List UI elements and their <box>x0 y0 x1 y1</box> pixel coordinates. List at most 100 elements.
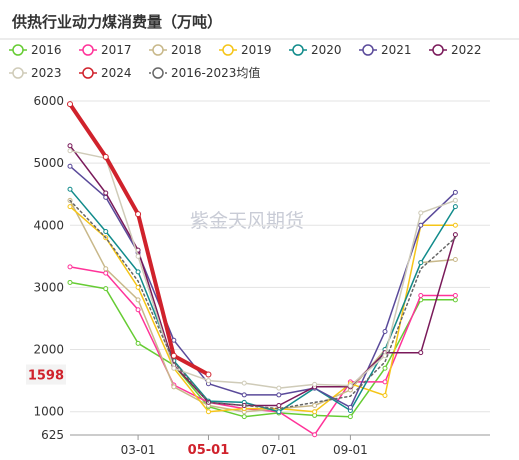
series-line <box>69 205 457 413</box>
legend-label: 2016 <box>31 43 62 57</box>
data-point <box>418 210 424 216</box>
data-point <box>276 392 282 398</box>
data-point <box>102 153 109 160</box>
data-point <box>67 264 73 270</box>
legend-item-2024[interactable]: 2024 <box>79 66 132 80</box>
x-tick-label: 07-01 <box>261 443 296 457</box>
data-point <box>382 329 388 335</box>
highlight-x-tick-label: 05-01 <box>188 443 230 458</box>
data-point <box>135 253 141 259</box>
data-point <box>347 404 353 410</box>
data-point <box>452 232 458 238</box>
data-point <box>452 189 458 195</box>
data-point <box>103 266 109 272</box>
data-point <box>418 260 424 266</box>
y-tick-label: 1000 <box>33 405 64 419</box>
legend: 2016 2017 2018 2019 2020 2021 2022 2023 2024 2016… <box>9 43 482 80</box>
legend-swatch-marker <box>82 67 94 79</box>
data-point <box>382 393 388 399</box>
data-point <box>67 101 73 108</box>
y-tick-label: 5000 <box>33 156 64 170</box>
data-point <box>171 365 177 371</box>
data-point <box>312 402 318 408</box>
legend-swatch-marker <box>432 44 444 56</box>
legend-label: 2016-2023均值 <box>171 65 260 80</box>
data-point <box>418 292 424 298</box>
data-point <box>135 307 141 313</box>
data-point <box>103 228 109 234</box>
data-point <box>171 337 177 343</box>
series-line <box>69 149 457 389</box>
legend-swatch-marker <box>12 44 24 56</box>
legend-item-2017[interactable]: 2017 <box>79 43 132 57</box>
legend-swatch-marker <box>362 44 374 56</box>
legend-label: 2024 <box>101 66 132 80</box>
legend-item-2021[interactable]: 2021 <box>359 43 412 57</box>
y-tick-label: 3000 <box>33 280 64 294</box>
legend-item-2018[interactable]: 2018 <box>149 43 202 57</box>
legend-label: 2020 <box>311 43 342 57</box>
data-point <box>205 371 212 378</box>
highlight-y-label-box <box>26 364 66 385</box>
data-point <box>103 286 109 292</box>
data-point <box>452 292 458 298</box>
legend-swatch-marker <box>12 67 24 79</box>
legend-swatch-marker <box>292 44 304 56</box>
legend-label: 2021 <box>381 43 412 57</box>
legend-label: 2017 <box>101 43 132 57</box>
series-lines <box>67 101 458 438</box>
data-point <box>418 222 424 228</box>
series-line <box>69 281 457 418</box>
data-point <box>382 365 388 371</box>
data-point <box>418 350 424 356</box>
series-line <box>69 199 457 410</box>
series-2022 <box>67 143 458 408</box>
y-tick-label: 6000 <box>33 94 64 108</box>
legend-item-2023[interactable]: 2023 <box>9 66 62 80</box>
x-tick-label: 09-01 <box>333 443 368 457</box>
series-2016-2023 <box>69 199 457 410</box>
data-point <box>67 163 73 169</box>
series-2023 <box>67 148 458 391</box>
data-point <box>276 409 282 415</box>
data-point <box>276 402 282 408</box>
data-point <box>67 148 73 154</box>
series-2024 <box>67 101 212 378</box>
legend-label: 2023 <box>31 66 62 80</box>
data-point <box>135 269 141 275</box>
x-tick-label: 03-01 <box>121 443 156 457</box>
chart-title: 供热行业动力煤消费量（万吨） <box>11 13 222 31</box>
series-2021 <box>67 163 458 410</box>
grid-lines <box>70 100 490 436</box>
data-point <box>103 270 109 276</box>
legend-item-2016-2023[interactable]: 2016-2023均值 <box>149 65 260 80</box>
data-point <box>241 414 247 420</box>
data-point <box>347 383 353 389</box>
data-point <box>135 297 141 303</box>
data-point <box>382 379 388 385</box>
data-point <box>67 204 73 210</box>
data-point <box>452 256 458 262</box>
legend-swatch-marker <box>82 44 94 56</box>
data-point <box>67 186 73 192</box>
legend-swatch-marker <box>222 44 234 56</box>
data-point <box>347 414 353 420</box>
data-point <box>205 378 211 384</box>
data-point <box>103 190 109 196</box>
axes: 625 1000 2000 3000 4000 5000 6000 1598 03-01 05-0… <box>26 94 490 458</box>
data-point <box>241 392 247 398</box>
legend-item-2016[interactable]: 2016 <box>9 43 62 57</box>
data-point <box>452 222 458 228</box>
legend-item-2022[interactable]: 2022 <box>429 43 482 57</box>
legend-item-2019[interactable]: 2019 <box>219 43 272 57</box>
data-point <box>312 381 318 387</box>
legend-swatch-marker <box>152 67 164 79</box>
data-point <box>135 211 142 218</box>
data-point <box>170 352 177 359</box>
series-line <box>69 165 457 409</box>
legend-swatch-marker <box>152 44 164 56</box>
data-point <box>67 143 73 149</box>
legend-item-2020[interactable]: 2020 <box>289 43 342 57</box>
data-point <box>241 380 247 386</box>
